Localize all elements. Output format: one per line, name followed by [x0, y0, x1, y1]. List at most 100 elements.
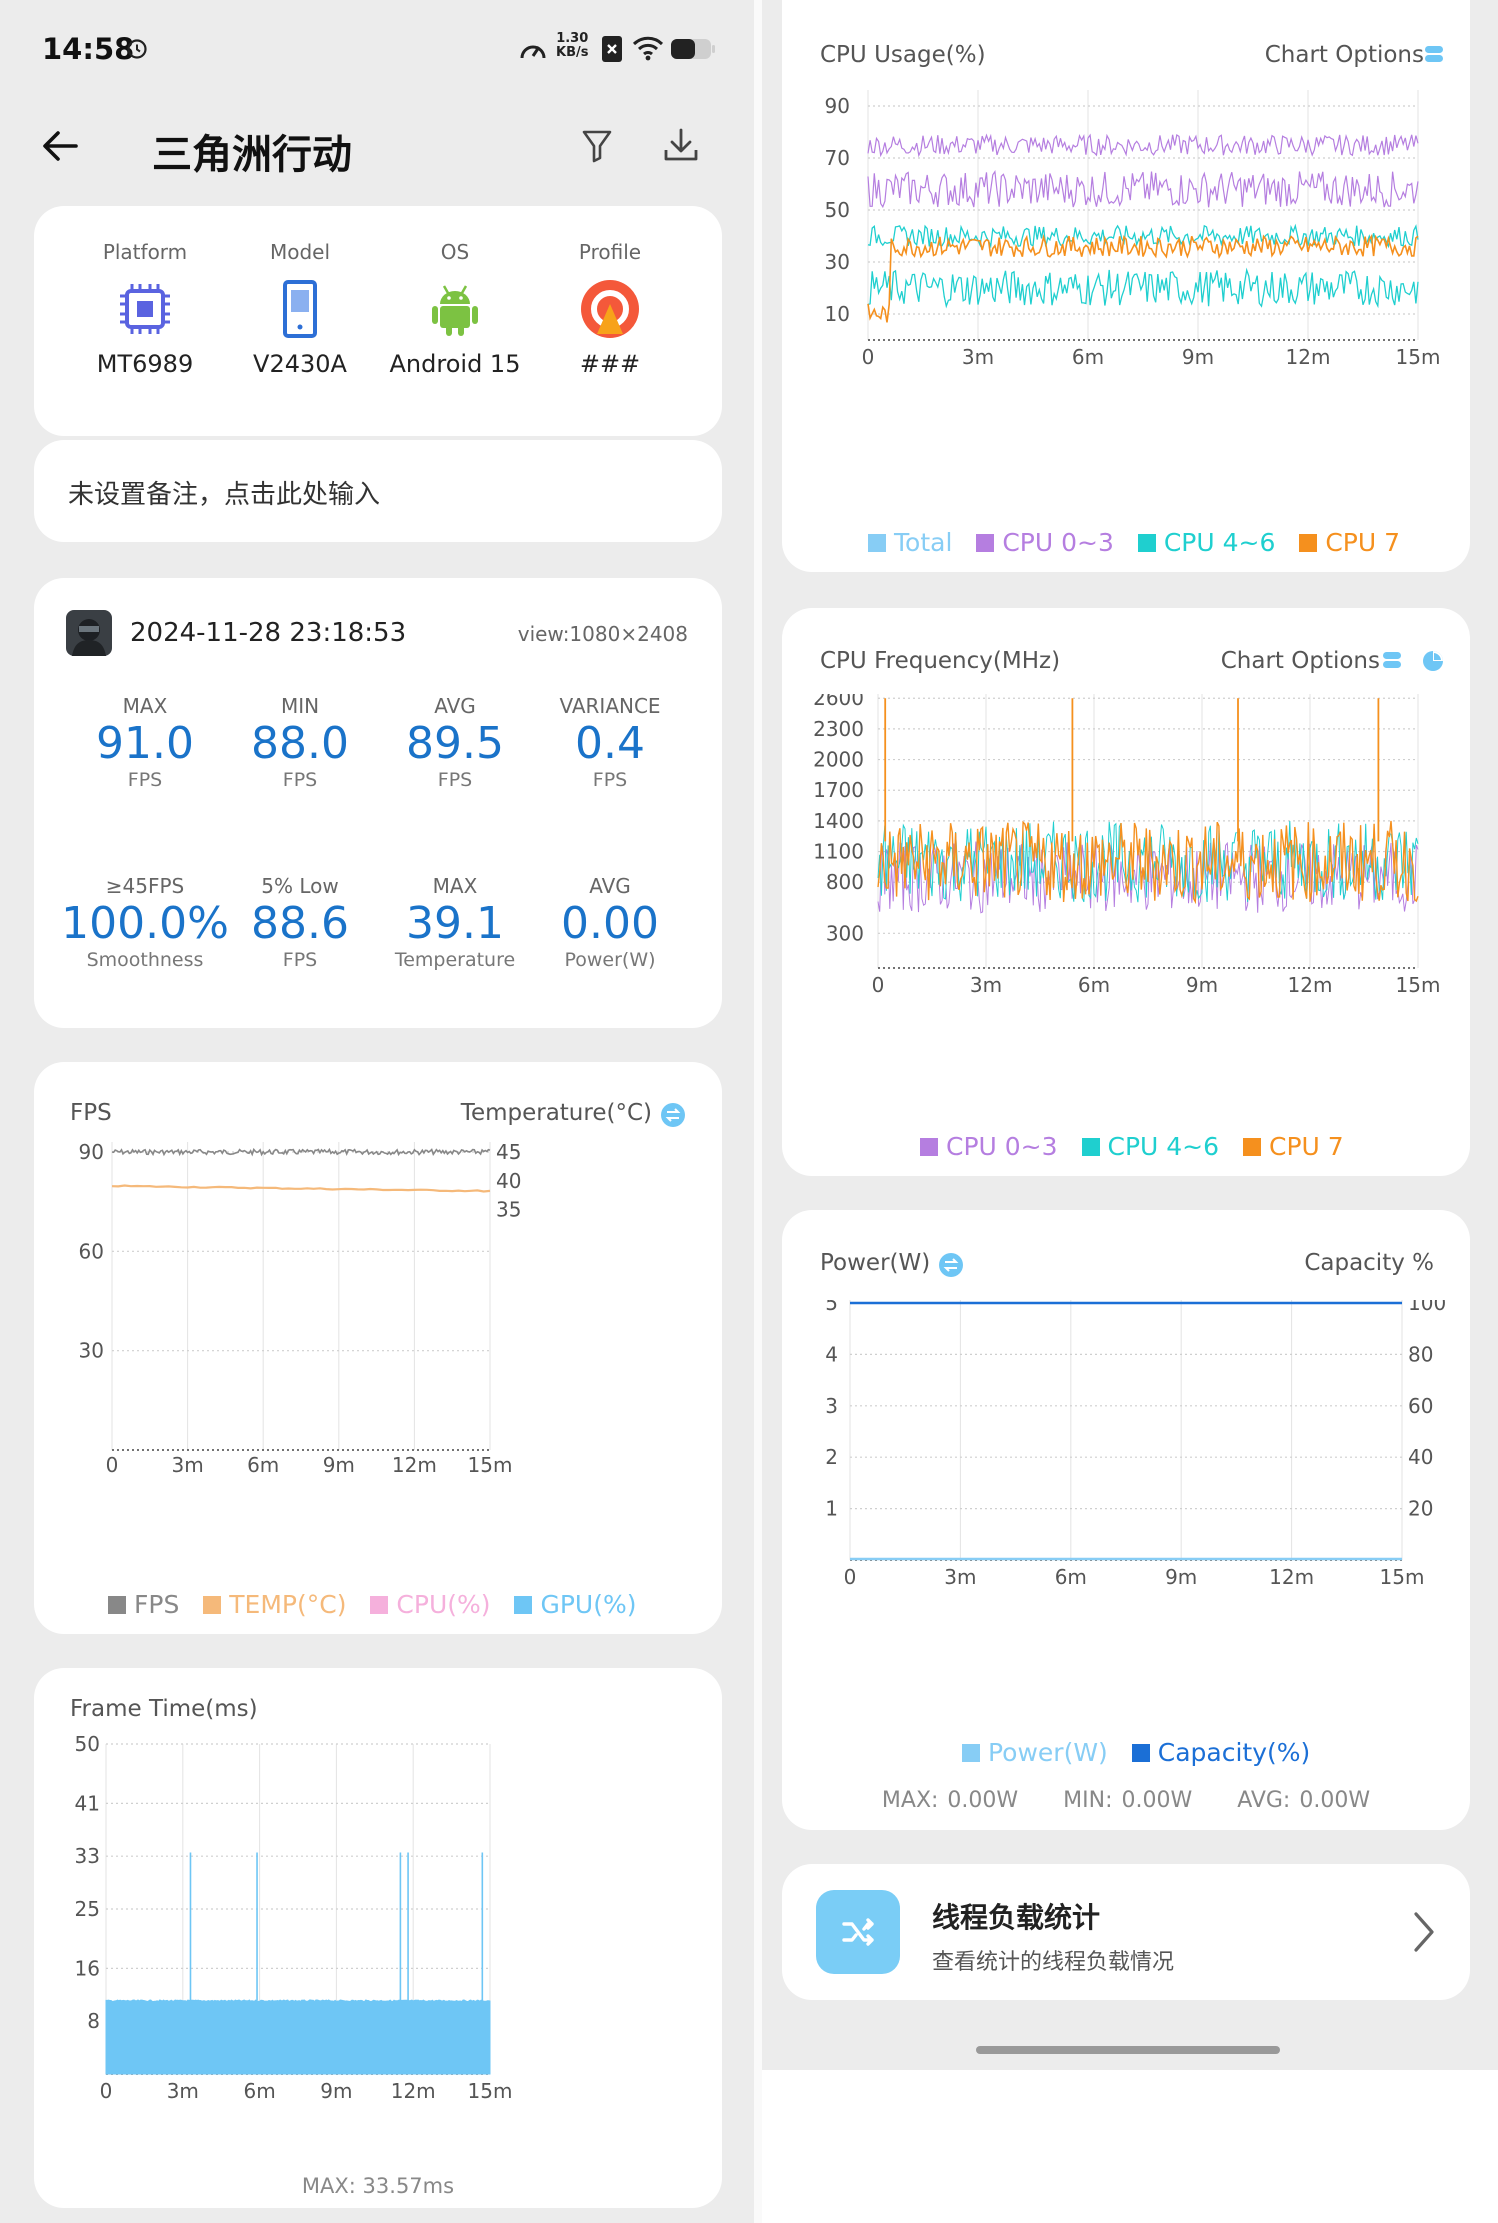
power-card: Power(W) Capacity % 1 2 3 4 5 20 40 60 80 100 0 3m 6…	[782, 1210, 1470, 1830]
model-value: V2430A	[253, 350, 347, 378]
power-chart: 1 2 3 4 5 20 40 60 80 100 0 3m 6m 9m 12m 15m	[825, 1300, 1446, 1589]
power-min: MIN: 0.00W	[1063, 1788, 1193, 1813]
legend-swatch-cpu	[370, 1596, 389, 1614]
x-tick-label: 9m	[323, 1453, 355, 1477]
x-tick-label: 0	[106, 1453, 119, 1477]
x-tick-label: 6m	[1078, 973, 1110, 997]
x-tick-label: 15m	[1396, 345, 1441, 369]
x-tick-label: 12m	[1288, 973, 1333, 997]
frame-time-max: MAX: 33.57ms	[301, 2174, 455, 2198]
device-card: Platform MT6989 Model V2430A OS	[34, 206, 722, 436]
cpu-usage-options[interactable]: Chart Options	[1264, 42, 1424, 68]
y-tick-label: 5	[825, 1300, 838, 1315]
legend-swatch-cpu7	[1299, 534, 1318, 552]
fps-chart-card: FPS Temperature(°C) 30 60 90 35 40 45 0 3m 6m 9m 1…	[34, 1062, 722, 1634]
download-icon[interactable]	[662, 126, 700, 164]
legend-cpu46[interactable]: CPU 4~6	[1163, 528, 1276, 557]
legend-swatch-fps	[108, 1596, 126, 1614]
legend-swatch-gpu	[514, 1596, 533, 1614]
shuffle-icon	[842, 1918, 874, 1946]
x-tick-label: 6m	[243, 2079, 275, 2103]
legend-swatch-power	[962, 1744, 980, 1762]
stack-options-icon[interactable]	[1382, 650, 1402, 670]
y-tick-label: 90	[79, 1142, 104, 1164]
capacity-axis-title: Capacity %	[1304, 1250, 1434, 1276]
x-tick-label: 12m	[391, 2079, 436, 2103]
legend-total[interactable]: Total	[894, 528, 953, 557]
legend-temp[interactable]: TEMP(°C)	[229, 1590, 347, 1619]
y-tick-label: 90	[825, 94, 850, 118]
device-platform: Platform MT6989	[60, 240, 230, 378]
power-avg: AVG: 0.00W	[1237, 1788, 1371, 1813]
x-tick-label: 3m	[171, 1453, 203, 1477]
legend-cpu[interactable]: CPU(%)	[396, 1590, 491, 1619]
y-tick-label: 1	[825, 1497, 838, 1521]
fps-series-line	[111, 1147, 491, 1157]
x-tick-label: 6m	[1055, 1565, 1087, 1589]
swap-axis-icon[interactable]	[938, 1252, 964, 1278]
x-tick-label: 15m	[468, 2079, 513, 2103]
x-tick-label: 6m	[247, 1453, 279, 1477]
power-legend: Power(W) Capacity(%)	[962, 1738, 1310, 1767]
legend-gpu[interactable]: GPU(%)	[540, 1590, 637, 1619]
x-tick-label: 9m	[320, 2079, 352, 2103]
y-tick-label: 70	[825, 146, 850, 170]
y-tick-label: 1100	[813, 840, 864, 864]
pie-chart-icon[interactable]	[1422, 650, 1444, 672]
legend-swatch-cpu46	[1137, 534, 1156, 552]
legend-swatch-cpu03	[920, 1138, 938, 1156]
home-indicator[interactable]	[976, 2046, 1280, 2054]
cpu-frequency-title: CPU Frequency(MHz)	[820, 648, 1061, 674]
fps-chart-title: FPS	[70, 1100, 112, 1126]
legend-swatch-cpu7	[1243, 1138, 1261, 1156]
y-tick-label: 8	[87, 2009, 100, 2033]
thread-load-card[interactable]: 线程负载统计 查看统计的线程负载情况	[782, 1864, 1470, 2000]
cpu03-upper-line	[867, 133, 1419, 158]
legend-power[interactable]: Power(W)	[988, 1738, 1108, 1767]
legend-cpu03[interactable]: CPU 0~3	[1002, 528, 1114, 557]
legend-cpu7[interactable]: CPU 7	[1269, 1132, 1344, 1161]
cpu-usage-legend: Total CPU 0~3 CPU 4~6 CPU 7	[868, 528, 1400, 557]
back-arrow-icon[interactable]	[40, 126, 80, 166]
y-tick-label: 33	[75, 1844, 100, 1868]
legend-fps[interactable]: FPS	[134, 1590, 180, 1619]
legend-cpu03[interactable]: CPU 0~3	[946, 1132, 1058, 1161]
legend-cpu46[interactable]: CPU 4~6	[1107, 1132, 1220, 1161]
app-bar: 三角洲行动	[0, 110, 754, 192]
profile-label: Profile	[578, 240, 642, 264]
cpu-frequency-chart: 300 800 1100 1400 1700 2000 2300 2600 0 3m 6m 9m 12m…	[813, 694, 1440, 997]
x-tick-label: 12m	[392, 1453, 437, 1477]
legend-cpu7[interactable]: CPU 7	[1325, 528, 1401, 557]
y-tick-label: 10	[825, 302, 850, 326]
note-input[interactable]: 未设置备注，点击此处输入	[34, 440, 722, 542]
legend-capacity[interactable]: Capacity(%)	[1157, 1738, 1311, 1767]
platform-value: MT6989	[96, 350, 194, 378]
game-avatar-icon	[66, 610, 112, 656]
stack-options-icon[interactable]	[1424, 44, 1444, 64]
y2-tick-label: 80	[1408, 1342, 1433, 1366]
split-divider[interactable]	[754, 0, 762, 2223]
fps-chart-legend: FPS TEMP(°C) CPU(%) GPU(%)	[108, 1590, 636, 1619]
note-placeholder: 未设置备注，点击此处输入	[68, 480, 381, 510]
cpu-frequency-card: CPU Frequency(MHz) Chart Options 300 800 1…	[782, 608, 1470, 1176]
swap-axis-icon[interactable]	[660, 1102, 686, 1128]
x-tick-label: 3m	[970, 973, 1002, 997]
y2-tick-label: 20	[1408, 1497, 1433, 1521]
y-tick-label: 50	[825, 198, 850, 222]
session-resolution: view:1080×2408	[517, 622, 688, 646]
session-datetime: 2024-11-28 23:18:53	[130, 618, 407, 648]
cpu03-lower-line	[867, 170, 1419, 209]
filter-icon[interactable]	[580, 128, 614, 164]
y2-tick-label: 40	[496, 1169, 521, 1193]
os-label: OS	[440, 240, 470, 264]
x-tick-label: 0	[862, 345, 875, 369]
y2-tick-label: 45	[496, 1142, 521, 1164]
legend-swatch-total	[868, 534, 886, 552]
status-bar: 14:58 1.30 KB/s	[0, 0, 754, 100]
y-tick-label: 2000	[813, 748, 864, 772]
cpu-frequency-options[interactable]: Chart Options	[1220, 648, 1380, 674]
cpu03-freq-line	[877, 841, 1419, 914]
cpu46-lower-line	[867, 267, 1419, 309]
y-tick-label: 41	[75, 1791, 100, 1815]
cpu7-line	[867, 234, 1419, 323]
